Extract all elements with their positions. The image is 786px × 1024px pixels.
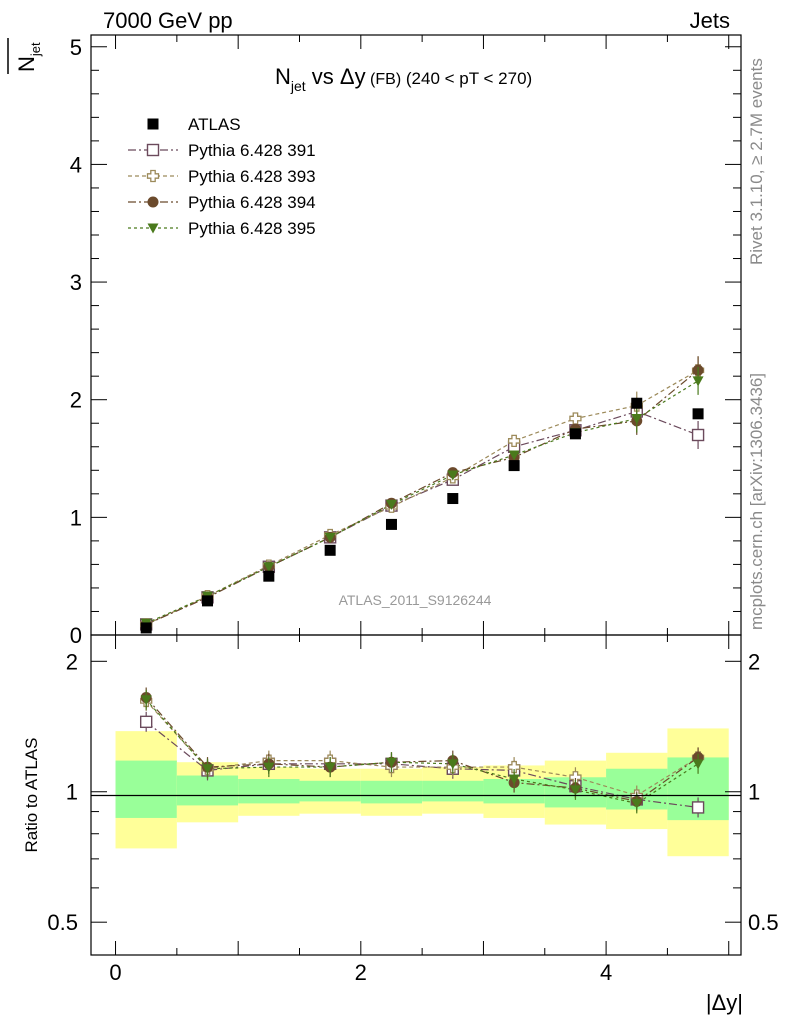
green-band-bin	[115, 760, 177, 818]
marker-open-cross	[507, 760, 521, 774]
marker-filled-square	[202, 595, 214, 607]
rivet-version-label: Rivet 3.1.10, ≥ 2.7M events	[747, 58, 766, 265]
legend: ATLAS Pythia 6.428 391 Pythia 6.428 393 Pyt…	[128, 115, 316, 238]
green-band-bin	[299, 780, 361, 802]
main-series-line	[145, 369, 699, 625]
marker-filled-triangle	[263, 762, 275, 773]
marker-filled-square	[147, 118, 159, 130]
marker-filled-triangle	[508, 450, 520, 461]
marker-filled-square	[692, 408, 704, 420]
marker-open-cross	[146, 169, 160, 183]
legend-entry-label: Pythia 6.428 394	[188, 193, 316, 212]
marker-filled-triangle	[631, 414, 643, 425]
green-band-bin	[238, 779, 300, 804]
marker-filled-triangle	[263, 562, 275, 573]
ratio-y-tick-label-right: 0.5	[748, 910, 779, 935]
marker-filled-square	[508, 460, 520, 472]
marker-filled-square	[447, 493, 459, 505]
main-series-line	[145, 380, 699, 624]
marker-open-square	[146, 143, 160, 157]
marker-filled-square	[631, 397, 643, 409]
marker-filled-triangle	[324, 532, 336, 543]
marker-filled-square	[140, 622, 152, 634]
green-band-bin	[176, 775, 239, 806]
marker-open-cross	[569, 412, 582, 425]
marker-filled-triangle	[385, 757, 397, 768]
svg-text:Njet: Njet	[14, 42, 43, 72]
marker-open-square	[139, 715, 153, 729]
category-label: Jets	[690, 8, 730, 33]
marker-open-cross	[507, 434, 521, 448]
marker-filled-triangle	[631, 798, 643, 809]
marker-filled-triangle	[324, 762, 336, 773]
green-band-bin	[360, 780, 423, 804]
ratio-y-tick-label: 0.5	[47, 910, 78, 935]
ratio-y-tick-label-right: 2	[748, 649, 760, 674]
y-tick-label: 2	[70, 388, 82, 413]
plot-title: Njet vs Δy (FB) (240 < pT < 270)	[275, 64, 532, 94]
y-axis-label: Njet	[7, 38, 43, 74]
main-series-line	[145, 369, 699, 625]
ratio-y-tick-label: 2	[66, 649, 78, 674]
y-tick-label: 3	[70, 270, 82, 295]
x-tick-label: 4	[600, 960, 612, 985]
x-tick-label: 0	[109, 960, 121, 985]
marker-filled-triangle	[692, 759, 704, 770]
legend-entry-label: Pythia 6.428 393	[188, 167, 316, 186]
green-band-bin	[422, 780, 484, 802]
x-tick-label: 2	[355, 960, 367, 985]
analysis-label: ATLAS_2011_S9126244	[339, 592, 492, 608]
marker-filled-triangle	[692, 376, 704, 387]
marker-filled-circle	[147, 196, 159, 208]
y-tick-label: 0	[70, 623, 82, 648]
marker-filled-triangle	[447, 759, 459, 770]
ratio-uncertainty-bands	[115, 728, 729, 857]
ratio-series-line	[145, 697, 699, 803]
ratio-y-tick-label: 1	[66, 780, 78, 805]
marker-filled-triangle	[202, 764, 214, 775]
legend-entry-label: Pythia 6.428 395	[188, 219, 316, 238]
marker-filled-triangle	[569, 785, 581, 796]
y-tick-label: 4	[70, 152, 82, 177]
marker-filled-triangle	[140, 695, 152, 706]
marker-filled-square	[569, 428, 581, 440]
marker-filled-square	[385, 518, 397, 530]
ratio-series-line	[145, 721, 699, 809]
marker-open-square	[691, 801, 705, 814]
legend-entry-label: ATLAS	[188, 115, 241, 134]
y-tick-label: 5	[70, 35, 82, 60]
marker-open-cross	[569, 771, 582, 784]
marker-filled-triangle	[447, 470, 459, 481]
energy-label: 7000 GeV pp	[103, 8, 233, 33]
ratio-series-line	[145, 699, 699, 805]
main-series-group	[139, 356, 705, 634]
marker-filled-triangle	[385, 499, 397, 510]
ratio-series-group	[139, 687, 705, 818]
ratio-y-tick-label-right: 1	[748, 780, 760, 805]
ratio-series-line	[145, 700, 699, 797]
axis-ticks	[91, 35, 741, 955]
x-axis-label: |Δy|	[706, 990, 743, 1015]
marker-filled-triangle	[508, 774, 520, 785]
legend-entry-label: Pythia 6.428 391	[188, 141, 316, 160]
mcplots-source-label: mcplots.cern.ch [arXiv:1306.3436]	[747, 373, 766, 630]
y-tick-label: 1	[70, 505, 82, 530]
marker-open-square	[691, 428, 705, 442]
ratio-axis-label: Ratio to ATLAS	[22, 738, 41, 853]
marker-filled-square	[263, 570, 275, 582]
marker-filled-triangle	[147, 223, 159, 234]
marker-filled-square	[324, 544, 336, 556]
